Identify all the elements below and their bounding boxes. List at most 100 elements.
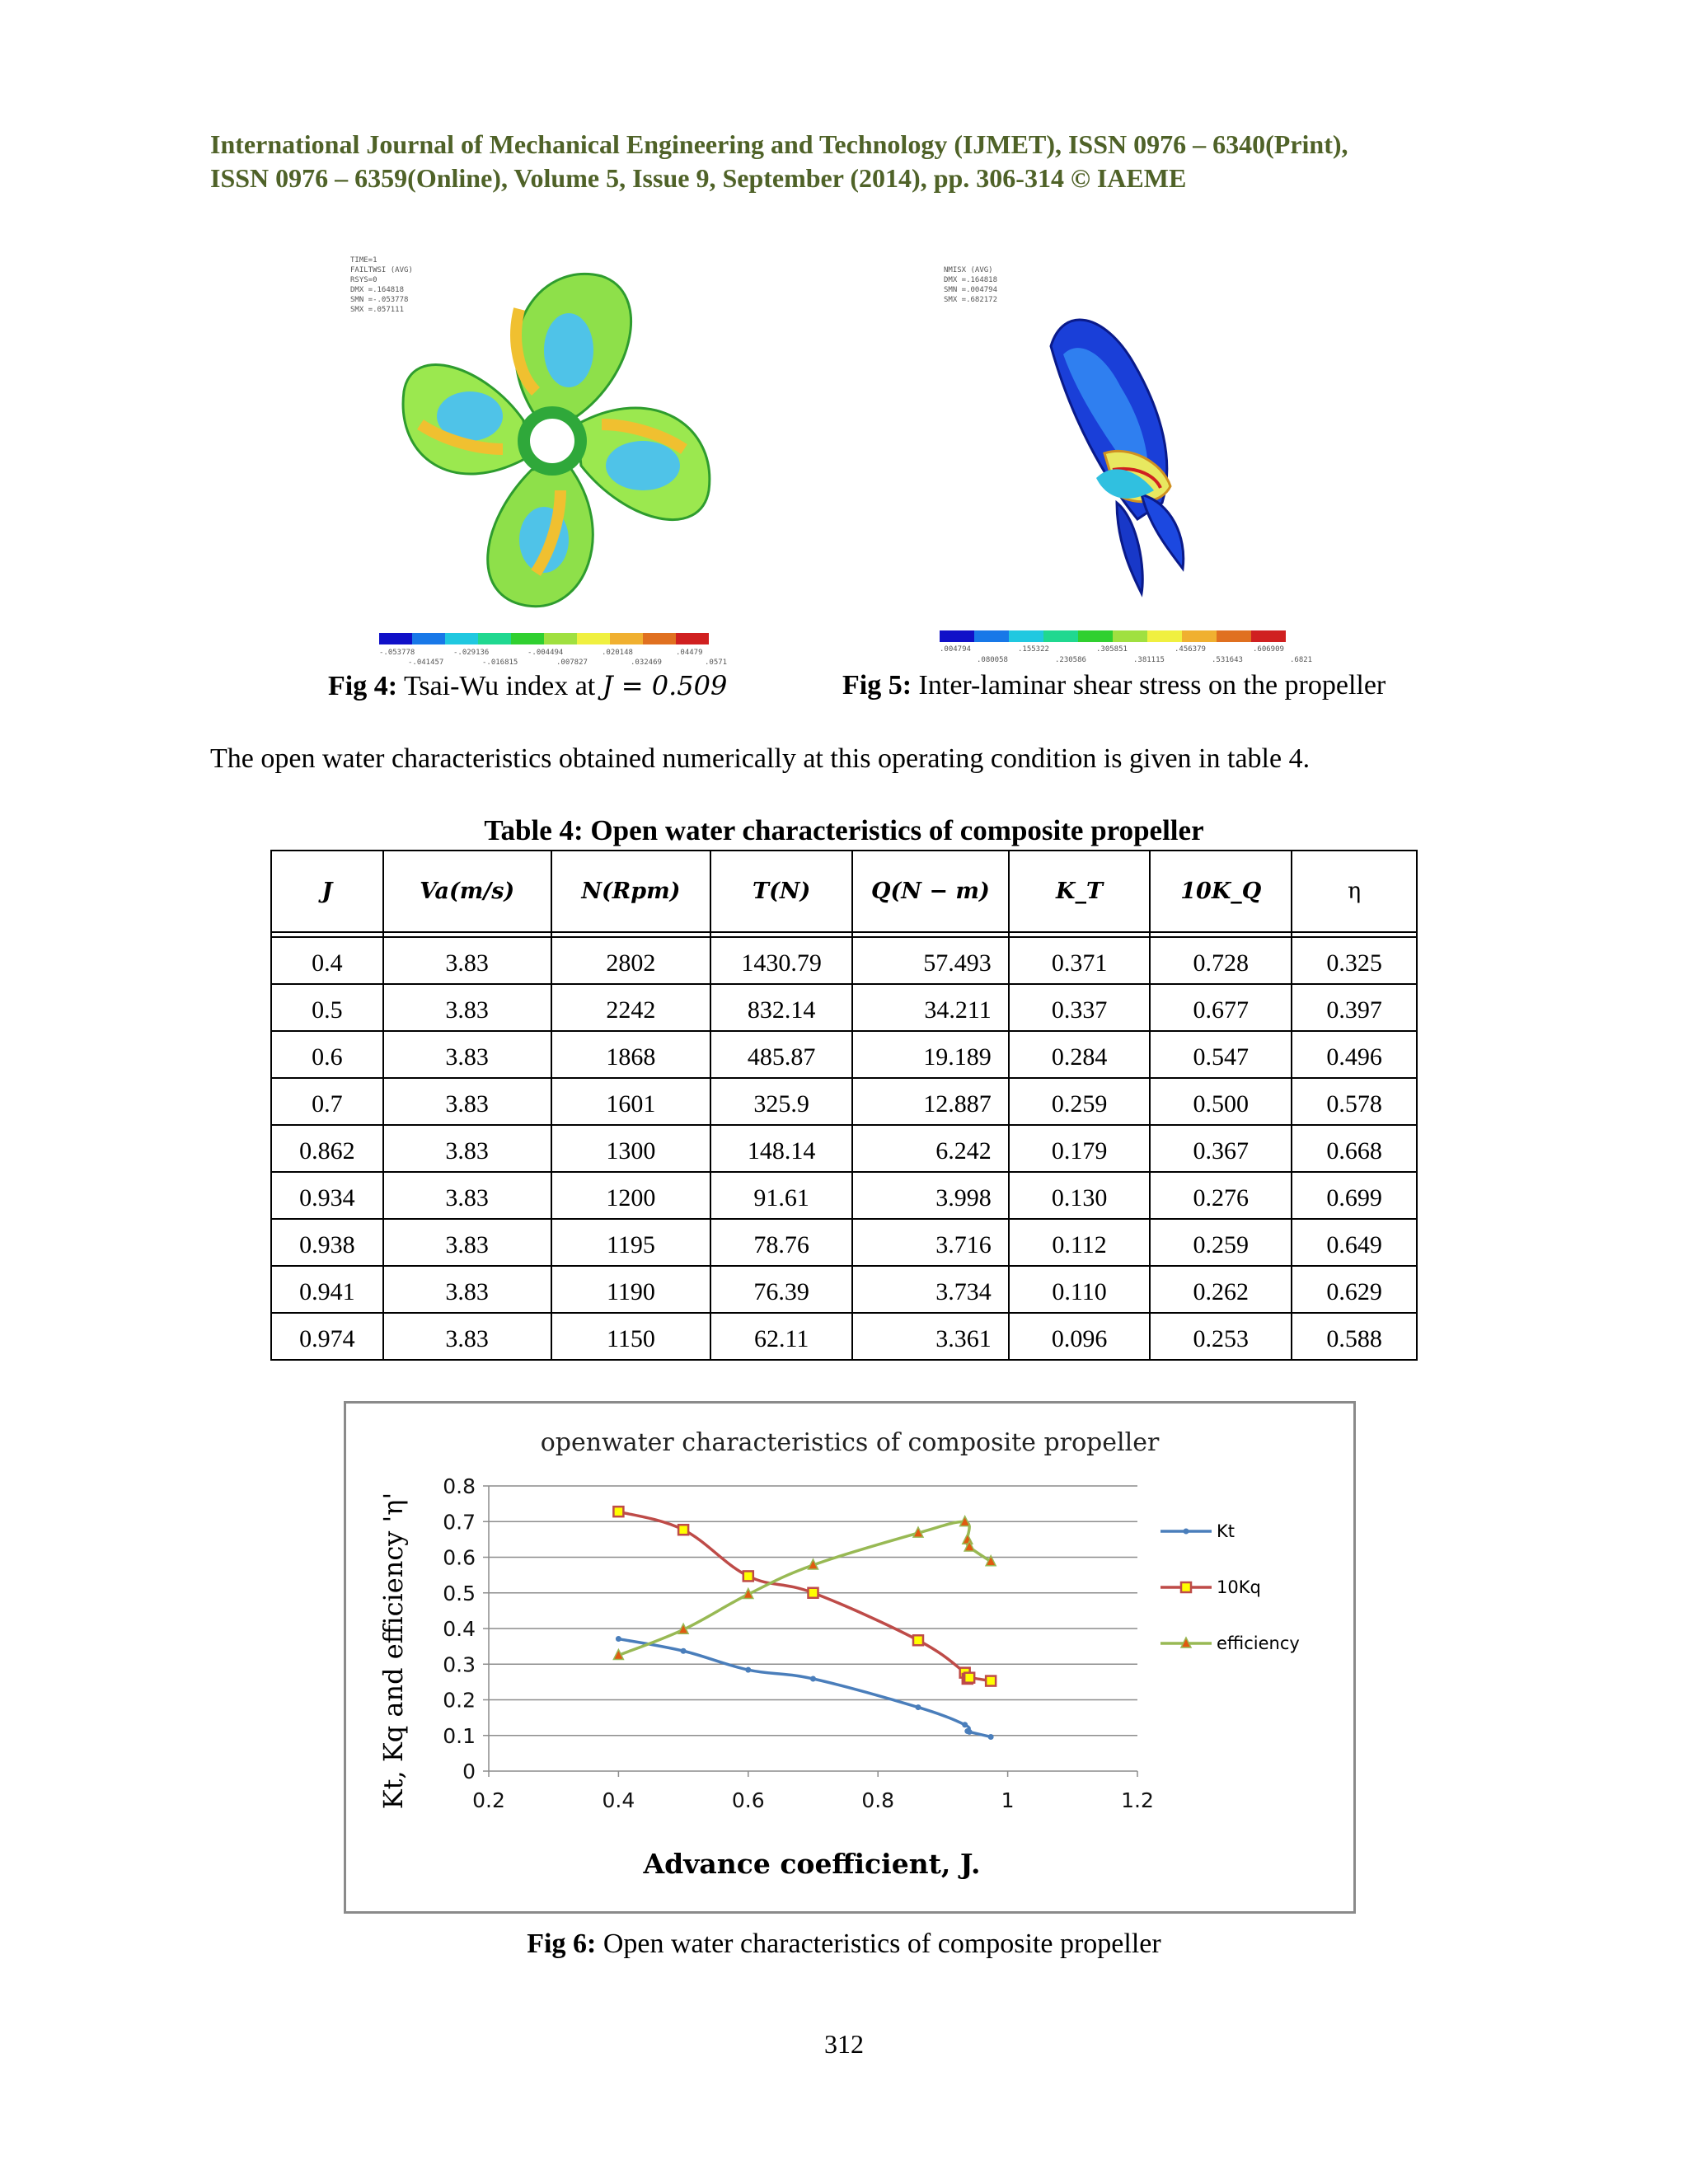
table-cell: 3.998 xyxy=(851,1171,1010,1220)
table-cell: 0.496 xyxy=(1291,1030,1418,1079)
fig4-legend-value: .020148 xyxy=(602,649,633,657)
column-header: N(Rpm) xyxy=(550,850,712,933)
table-cell: 0.110 xyxy=(1007,1265,1151,1314)
fig4-legend-value: -.029136 xyxy=(453,649,489,657)
data-point-kt xyxy=(962,1722,968,1728)
fig5-legend-value: .6821 xyxy=(1290,656,1312,664)
table-title: Table 4: Open water characteristics of c… xyxy=(484,814,1204,846)
table-cell: 34.211 xyxy=(851,983,1010,1032)
table-cell: 91.61 xyxy=(710,1171,854,1220)
fig5-info-line: DMX =.164818 xyxy=(944,276,997,284)
x-tick-label: 0.6 xyxy=(732,1788,765,1812)
propeller-blades xyxy=(401,273,711,608)
table-cell: 0.259 xyxy=(1007,1077,1151,1126)
chart-canvas: openwater characteristics of composite p… xyxy=(377,1428,1300,1880)
table-cell: 1868 xyxy=(550,1030,712,1079)
table-cell: 1150 xyxy=(550,1312,712,1361)
column-header: K_T xyxy=(1007,850,1151,933)
table-cell: 19.189 xyxy=(851,1030,1010,1079)
data-point-efficiency xyxy=(677,1622,690,1635)
data-point-efficiency xyxy=(742,1586,755,1600)
table-cell: 0.588 xyxy=(1291,1312,1418,1361)
chart-series xyxy=(612,1505,997,1740)
fig4-info-line: SMN =-.053778 xyxy=(350,296,408,304)
fig5-caption-text: Inter-laminar shear stress on the propel… xyxy=(918,670,1386,701)
data-point-efficiency xyxy=(961,1532,974,1545)
table-cell: 0.325 xyxy=(1291,936,1418,985)
chart-title: openwater characteristics of composite p… xyxy=(541,1428,1160,1457)
table-cell: 0.677 xyxy=(1149,983,1293,1032)
table-cell: 1200 xyxy=(550,1171,712,1220)
table-cell: 1190 xyxy=(550,1265,712,1314)
table-cell: 0.367 xyxy=(1149,1124,1293,1173)
fig5-info-line: SMN =.004794 xyxy=(944,286,997,294)
y-tick-label: 0.1 xyxy=(443,1724,476,1748)
fig4-color-legend: -.053778 -.029136 -.004494 .020148 .0447… xyxy=(379,633,727,667)
table-cell: 0.284 xyxy=(1007,1030,1151,1079)
table-cell: 0.4 xyxy=(270,936,384,985)
x-tick-label: 0.8 xyxy=(861,1788,894,1812)
x-tick-label: 1.2 xyxy=(1121,1788,1154,1812)
table-cell: 0.259 xyxy=(1149,1218,1293,1267)
fig5-caption: Fig 5: Inter-laminar shear stress on the… xyxy=(842,670,1386,701)
table-cell: 0.941 xyxy=(270,1265,384,1314)
data-point-efficiency xyxy=(1179,1636,1193,1648)
fig5-info-line: SMX =.682172 xyxy=(944,296,997,304)
table-cell: 3.83 xyxy=(382,1312,552,1361)
fig5-contour-image: NMISX (AVG) DMX =.164818 SMN =.004794 SM… xyxy=(940,266,1312,664)
table-cell: 1195 xyxy=(550,1218,712,1267)
data-point-efficiency xyxy=(807,1558,819,1570)
fig4-info-block: TIME=1 FAILTWSI (AVG) RSYS=0 DMX =.16481… xyxy=(350,256,413,314)
column-header: J xyxy=(270,850,384,933)
table-cell: 0.5 xyxy=(270,983,384,1032)
data-point-10kq xyxy=(742,1570,755,1582)
table-cell: 2802 xyxy=(550,936,712,985)
fig4-legend-value: -.004494 xyxy=(528,649,563,657)
data-point-kt xyxy=(987,1733,994,1740)
column-header: Va(m/s) xyxy=(382,850,552,933)
fig4-legend-value: -.041457 xyxy=(408,658,443,667)
table-cell: 1430.79 xyxy=(710,936,854,985)
table-cell: 76.39 xyxy=(710,1265,854,1314)
legend-label: 10Kq xyxy=(1217,1577,1261,1597)
table-cell: 0.262 xyxy=(1149,1265,1293,1314)
table-cell: 3.716 xyxy=(851,1218,1010,1267)
chart-x-axis-label: Advance coefficient, J. xyxy=(643,1848,981,1880)
column-header: 10K_Q xyxy=(1149,850,1293,933)
table-body: 0.4 3.83 2802 1430.79 57.493 0.371 0.728… xyxy=(270,931,1418,1361)
table-cell: 0.371 xyxy=(1007,936,1151,985)
table-spacer-row xyxy=(270,931,1418,938)
fig5-info-block: NMISX (AVG) DMX =.164818 SMN =.004794 SM… xyxy=(944,266,997,304)
page-number: 312 xyxy=(824,2029,864,2059)
y-tick-label: 0.3 xyxy=(443,1652,476,1676)
table-cell: 0.728 xyxy=(1149,936,1293,985)
series-line-efficiency xyxy=(617,1520,992,1657)
y-tick-label: 0 xyxy=(462,1760,476,1783)
fig4-caption: Fig 4: Tsai-Wu index at J = 0.509 xyxy=(328,670,727,702)
table-cell: 0.934 xyxy=(270,1171,384,1220)
column-header: Q(N − m) xyxy=(851,850,1010,933)
table-cell: 78.76 xyxy=(710,1218,854,1267)
table-row: 0.7 3.83 1601 325.9 12.887 0.259 0.500 0… xyxy=(270,1077,1418,1126)
table-cell: 3.83 xyxy=(382,1171,552,1220)
table-cell: 12.887 xyxy=(851,1077,1010,1126)
table-row: 0.941 3.83 1190 76.39 3.734 0.110 0.262 … xyxy=(270,1265,1418,1314)
fig4-info-line: SMX =.057111 xyxy=(350,306,404,314)
fig6-label: Fig 6: xyxy=(527,1929,597,1959)
table-cell: 1300 xyxy=(550,1124,712,1173)
chart-legend: Kt 10Kq efficiency xyxy=(1160,1521,1300,1653)
table-cell: 62.11 xyxy=(710,1312,854,1361)
data-point-kt xyxy=(745,1666,752,1673)
table-cell: 0.547 xyxy=(1149,1030,1293,1079)
table-cell: 148.14 xyxy=(710,1124,854,1173)
data-point-efficiency xyxy=(612,1647,625,1661)
table-cell: 0.668 xyxy=(1291,1124,1418,1173)
x-tick-label: 0.4 xyxy=(603,1788,635,1812)
table-cell: 1601 xyxy=(550,1077,712,1126)
data-point-kt xyxy=(810,1675,816,1682)
series-line-10kq xyxy=(617,1510,992,1683)
table-cell: 0.7 xyxy=(270,1077,384,1126)
data-point-efficiency xyxy=(959,1515,971,1527)
table-row: 0.974 3.83 1150 62.11 3.361 0.096 0.253 … xyxy=(270,1312,1418,1361)
fig4-info-line: RSYS=0 xyxy=(350,276,377,284)
